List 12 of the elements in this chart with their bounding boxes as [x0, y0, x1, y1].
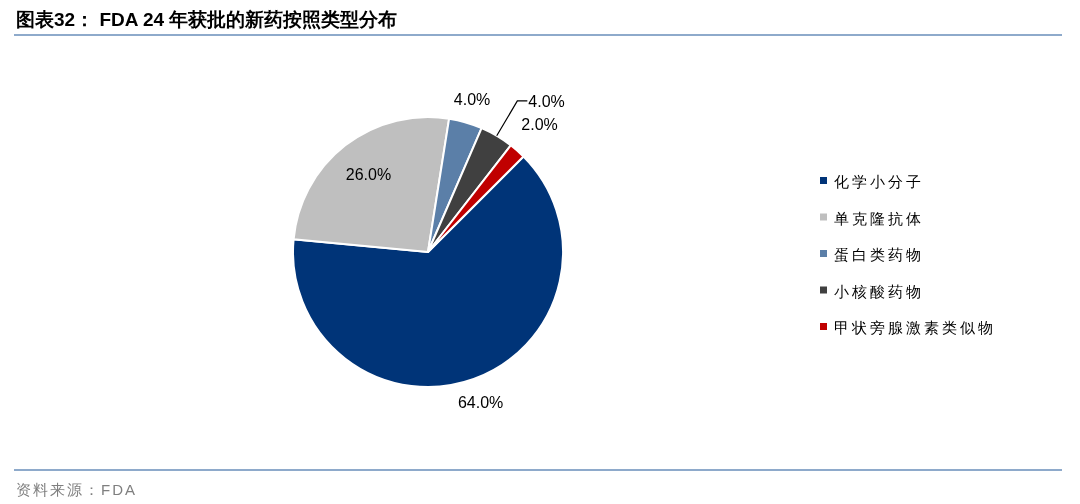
text: 资料来源：FDA [16, 481, 137, 498]
legend-label: 甲状旁腺激素类似物 [834, 319, 996, 336]
data-label: 4.0% [453, 91, 491, 109]
data-label: 2.0% [521, 116, 558, 134]
data-label: 26.0% [345, 166, 392, 184]
data-label: 4.0% [528, 92, 565, 110]
data-label: 64.0% [457, 394, 504, 412]
legend-label: 单克隆抗体 [834, 209, 924, 227]
legend-label: 蛋白类药物 [834, 246, 924, 263]
chart-title: 图表32： FDA 24 年获批的新药按照类型分布 [16, 9, 398, 30]
legend-label: 化学小分子 [834, 173, 924, 190]
legend-label: 小核酸药物 [834, 282, 924, 300]
